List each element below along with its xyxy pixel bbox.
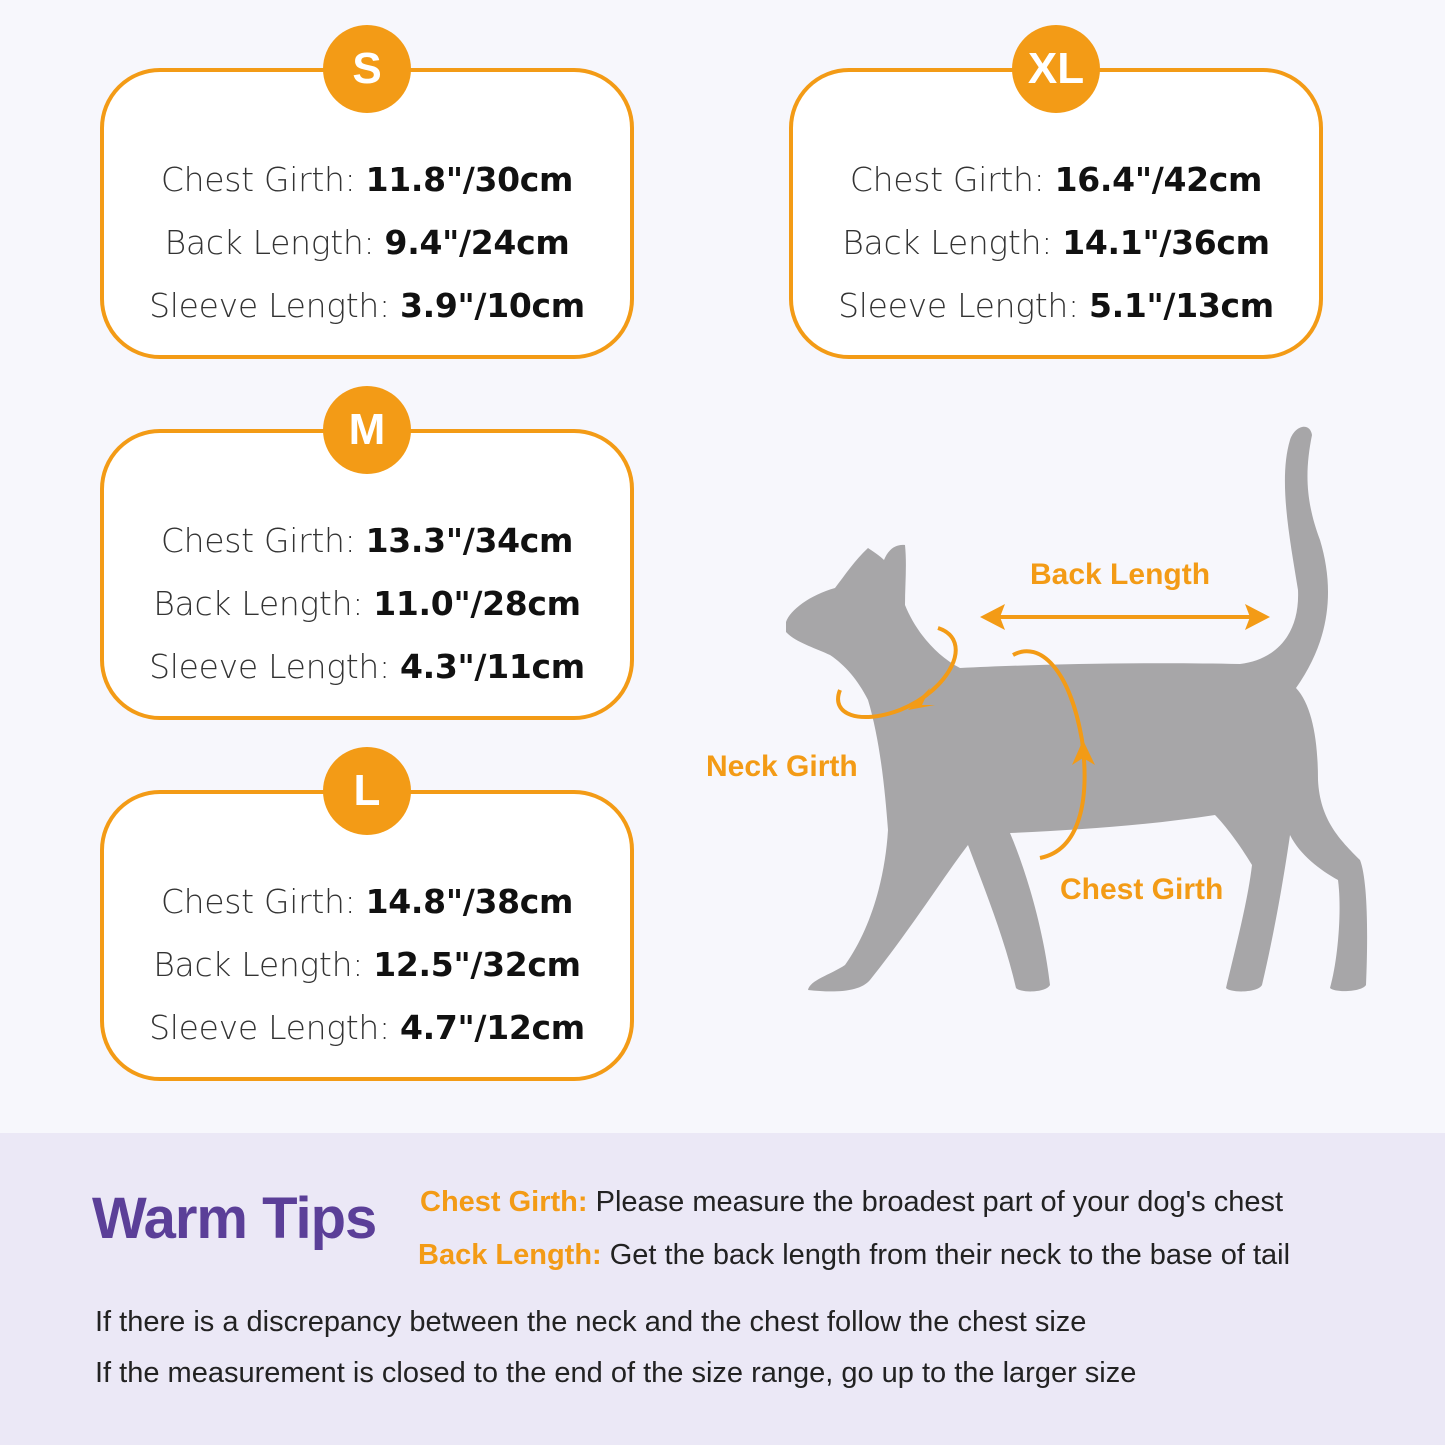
sleeve-length-row: Sleeve Length: 3.9"/10cm	[104, 274, 630, 337]
warm-tips-title: Warm Tips	[92, 1186, 377, 1251]
back-length-row: Back Length: 12.5"/32cm	[104, 933, 630, 996]
row-value: 5.1"/13cm	[1088, 286, 1274, 325]
back-length-row: Back Length: 14.1"/36cm	[793, 211, 1319, 274]
tip-note: If the measurement is closed to the end …	[95, 1357, 1137, 1389]
back-length-label: Back Length	[1030, 558, 1211, 591]
row-value: 4.7"/12cm	[399, 1008, 585, 1047]
row-label: Sleeve Length:	[149, 647, 390, 686]
neck-girth-label: Neck Girth	[706, 750, 858, 783]
chest-girth-row: Chest Girth: 11.8"/30cm	[104, 148, 630, 211]
warm-tips-section: Warm Tips Chest Girth: Please measure th…	[0, 1133, 1445, 1445]
chest-girth-label: Chest Girth	[1060, 873, 1224, 906]
size-badge: L	[323, 747, 411, 835]
chest-girth-row: Chest Girth: 14.8"/38cm	[104, 870, 630, 933]
row-value: 3.9"/10cm	[399, 286, 585, 325]
tip-back-length: Back Length: Get the back length from th…	[418, 1239, 1290, 1272]
row-label: Chest Girth:	[849, 160, 1045, 199]
row-label: Chest Girth:	[160, 160, 356, 199]
row-value: 9.4"/24cm	[384, 223, 570, 262]
row-value: 11.8"/30cm	[365, 160, 574, 199]
size-card-m: M Chest Girth: 13.3"/34cm Back Length: 1…	[100, 386, 634, 720]
size-card-xl: XL Chest Girth: 16.4"/42cm Back Length: …	[789, 25, 1323, 359]
row-value: 12.5"/32cm	[373, 945, 581, 984]
tip-note: If there is a discrepancy between the ne…	[95, 1306, 1087, 1338]
row-value: 16.4"/42cm	[1054, 160, 1263, 199]
sleeve-length-row: Sleeve Length: 4.3"/11cm	[104, 635, 630, 698]
size-badge: S	[323, 25, 411, 113]
neck-girth-loop-icon	[836, 626, 958, 719]
size-card-s: S Chest Girth: 11.8"/30cm Back Length: 9…	[100, 25, 634, 359]
back-length-row: Back Length: 9.4"/24cm	[104, 211, 630, 274]
row-label: Sleeve Length:	[149, 286, 390, 325]
chest-girth-loop-icon	[1012, 649, 1095, 860]
row-label: Back Length:	[164, 223, 375, 262]
size-badge: M	[323, 386, 411, 474]
row-label: Sleeve Length:	[149, 1008, 390, 1047]
cat-measurement-diagram	[786, 426, 1368, 992]
sleeve-length-row: Sleeve Length: 4.7"/12cm	[104, 996, 630, 1059]
back-length-row: Back Length: 11.0"/28cm	[104, 572, 630, 635]
row-value: 14.8"/38cm	[365, 882, 574, 921]
chest-girth-row: Chest Girth: 16.4"/42cm	[793, 148, 1319, 211]
back-length-arrow-icon	[980, 604, 1270, 630]
row-value: 14.1"/36cm	[1062, 223, 1270, 262]
row-value: 13.3"/34cm	[365, 521, 574, 560]
row-value: 4.3"/11cm	[399, 647, 585, 686]
chest-girth-row: Chest Girth: 13.3"/34cm	[104, 509, 630, 572]
row-label: Chest Girth:	[160, 882, 356, 921]
tip-text: Please measure the broadest part of your…	[587, 1186, 1284, 1218]
row-label: Back Length:	[153, 945, 364, 984]
tip-text: Get the back length from their neck to t…	[601, 1239, 1291, 1271]
tip-key: Back Length:	[418, 1239, 602, 1271]
tip-chest-girth: Chest Girth: Please measure the broadest…	[420, 1186, 1283, 1219]
tip-key: Chest Girth:	[420, 1186, 588, 1218]
row-label: Back Length:	[153, 584, 364, 623]
row-label: Chest Girth:	[160, 521, 356, 560]
row-label: Back Length:	[842, 223, 1053, 262]
row-value: 11.0"/28cm	[373, 584, 581, 623]
size-badge: XL	[1012, 25, 1100, 113]
sleeve-length-row: Sleeve Length: 5.1"/13cm	[793, 274, 1319, 337]
row-label: Sleeve Length:	[838, 286, 1079, 325]
size-card-l: L Chest Girth: 14.8"/38cm Back Length: 1…	[100, 747, 634, 1081]
